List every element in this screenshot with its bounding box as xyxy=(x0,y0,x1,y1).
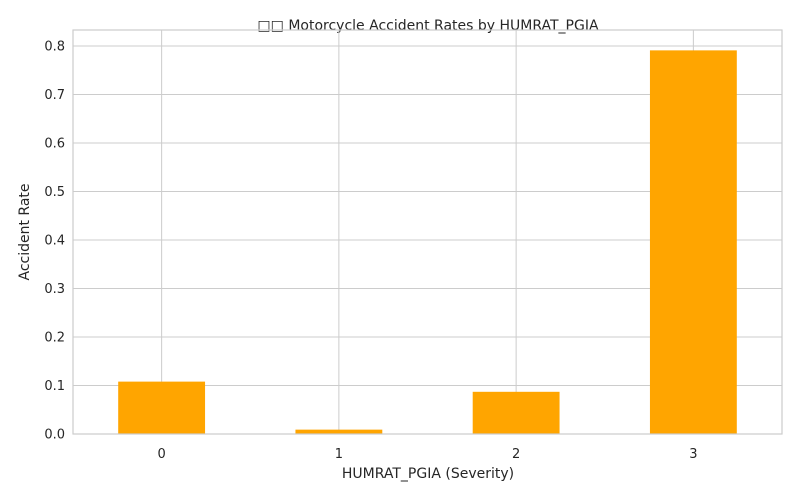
y-tick-label: 0.2 xyxy=(44,331,65,346)
y-tick-label: 0.0 xyxy=(44,428,65,443)
bar-2 xyxy=(472,391,560,434)
x-tick-label: 1 xyxy=(335,447,343,462)
y-tick-label: 0.8 xyxy=(44,40,65,55)
x-tick-label: 3 xyxy=(689,447,697,462)
y-tick-label: 0.6 xyxy=(44,137,65,152)
y-tick-labels: 0.0 0.1 0.2 0.3 0.4 0.5 0.6 0.7 0.8 xyxy=(44,40,65,443)
chart-title: □□ Motorcycle Accident Rates by HUMRAT_P… xyxy=(257,18,599,34)
x-tick-label: 2 xyxy=(512,447,520,462)
x-tick-labels: 0 1 2 3 xyxy=(157,447,697,462)
bar-3 xyxy=(649,50,737,434)
bar-1 xyxy=(295,429,383,434)
y-tick-label: 0.7 xyxy=(44,88,65,103)
y-tick-label: 0.1 xyxy=(44,379,65,394)
x-tick-label: 0 xyxy=(157,447,165,462)
y-tick-label: 0.5 xyxy=(44,185,65,200)
plot-frame xyxy=(72,29,783,435)
bars xyxy=(118,50,737,434)
x-axis-label: HUMRAT_PGIA (Severity) xyxy=(342,466,514,482)
y-tick-label: 0.4 xyxy=(44,234,65,249)
bar-0 xyxy=(118,381,206,434)
y-axis-label: Accident Rate xyxy=(17,183,33,280)
y-tick-label: 0.3 xyxy=(44,282,65,297)
